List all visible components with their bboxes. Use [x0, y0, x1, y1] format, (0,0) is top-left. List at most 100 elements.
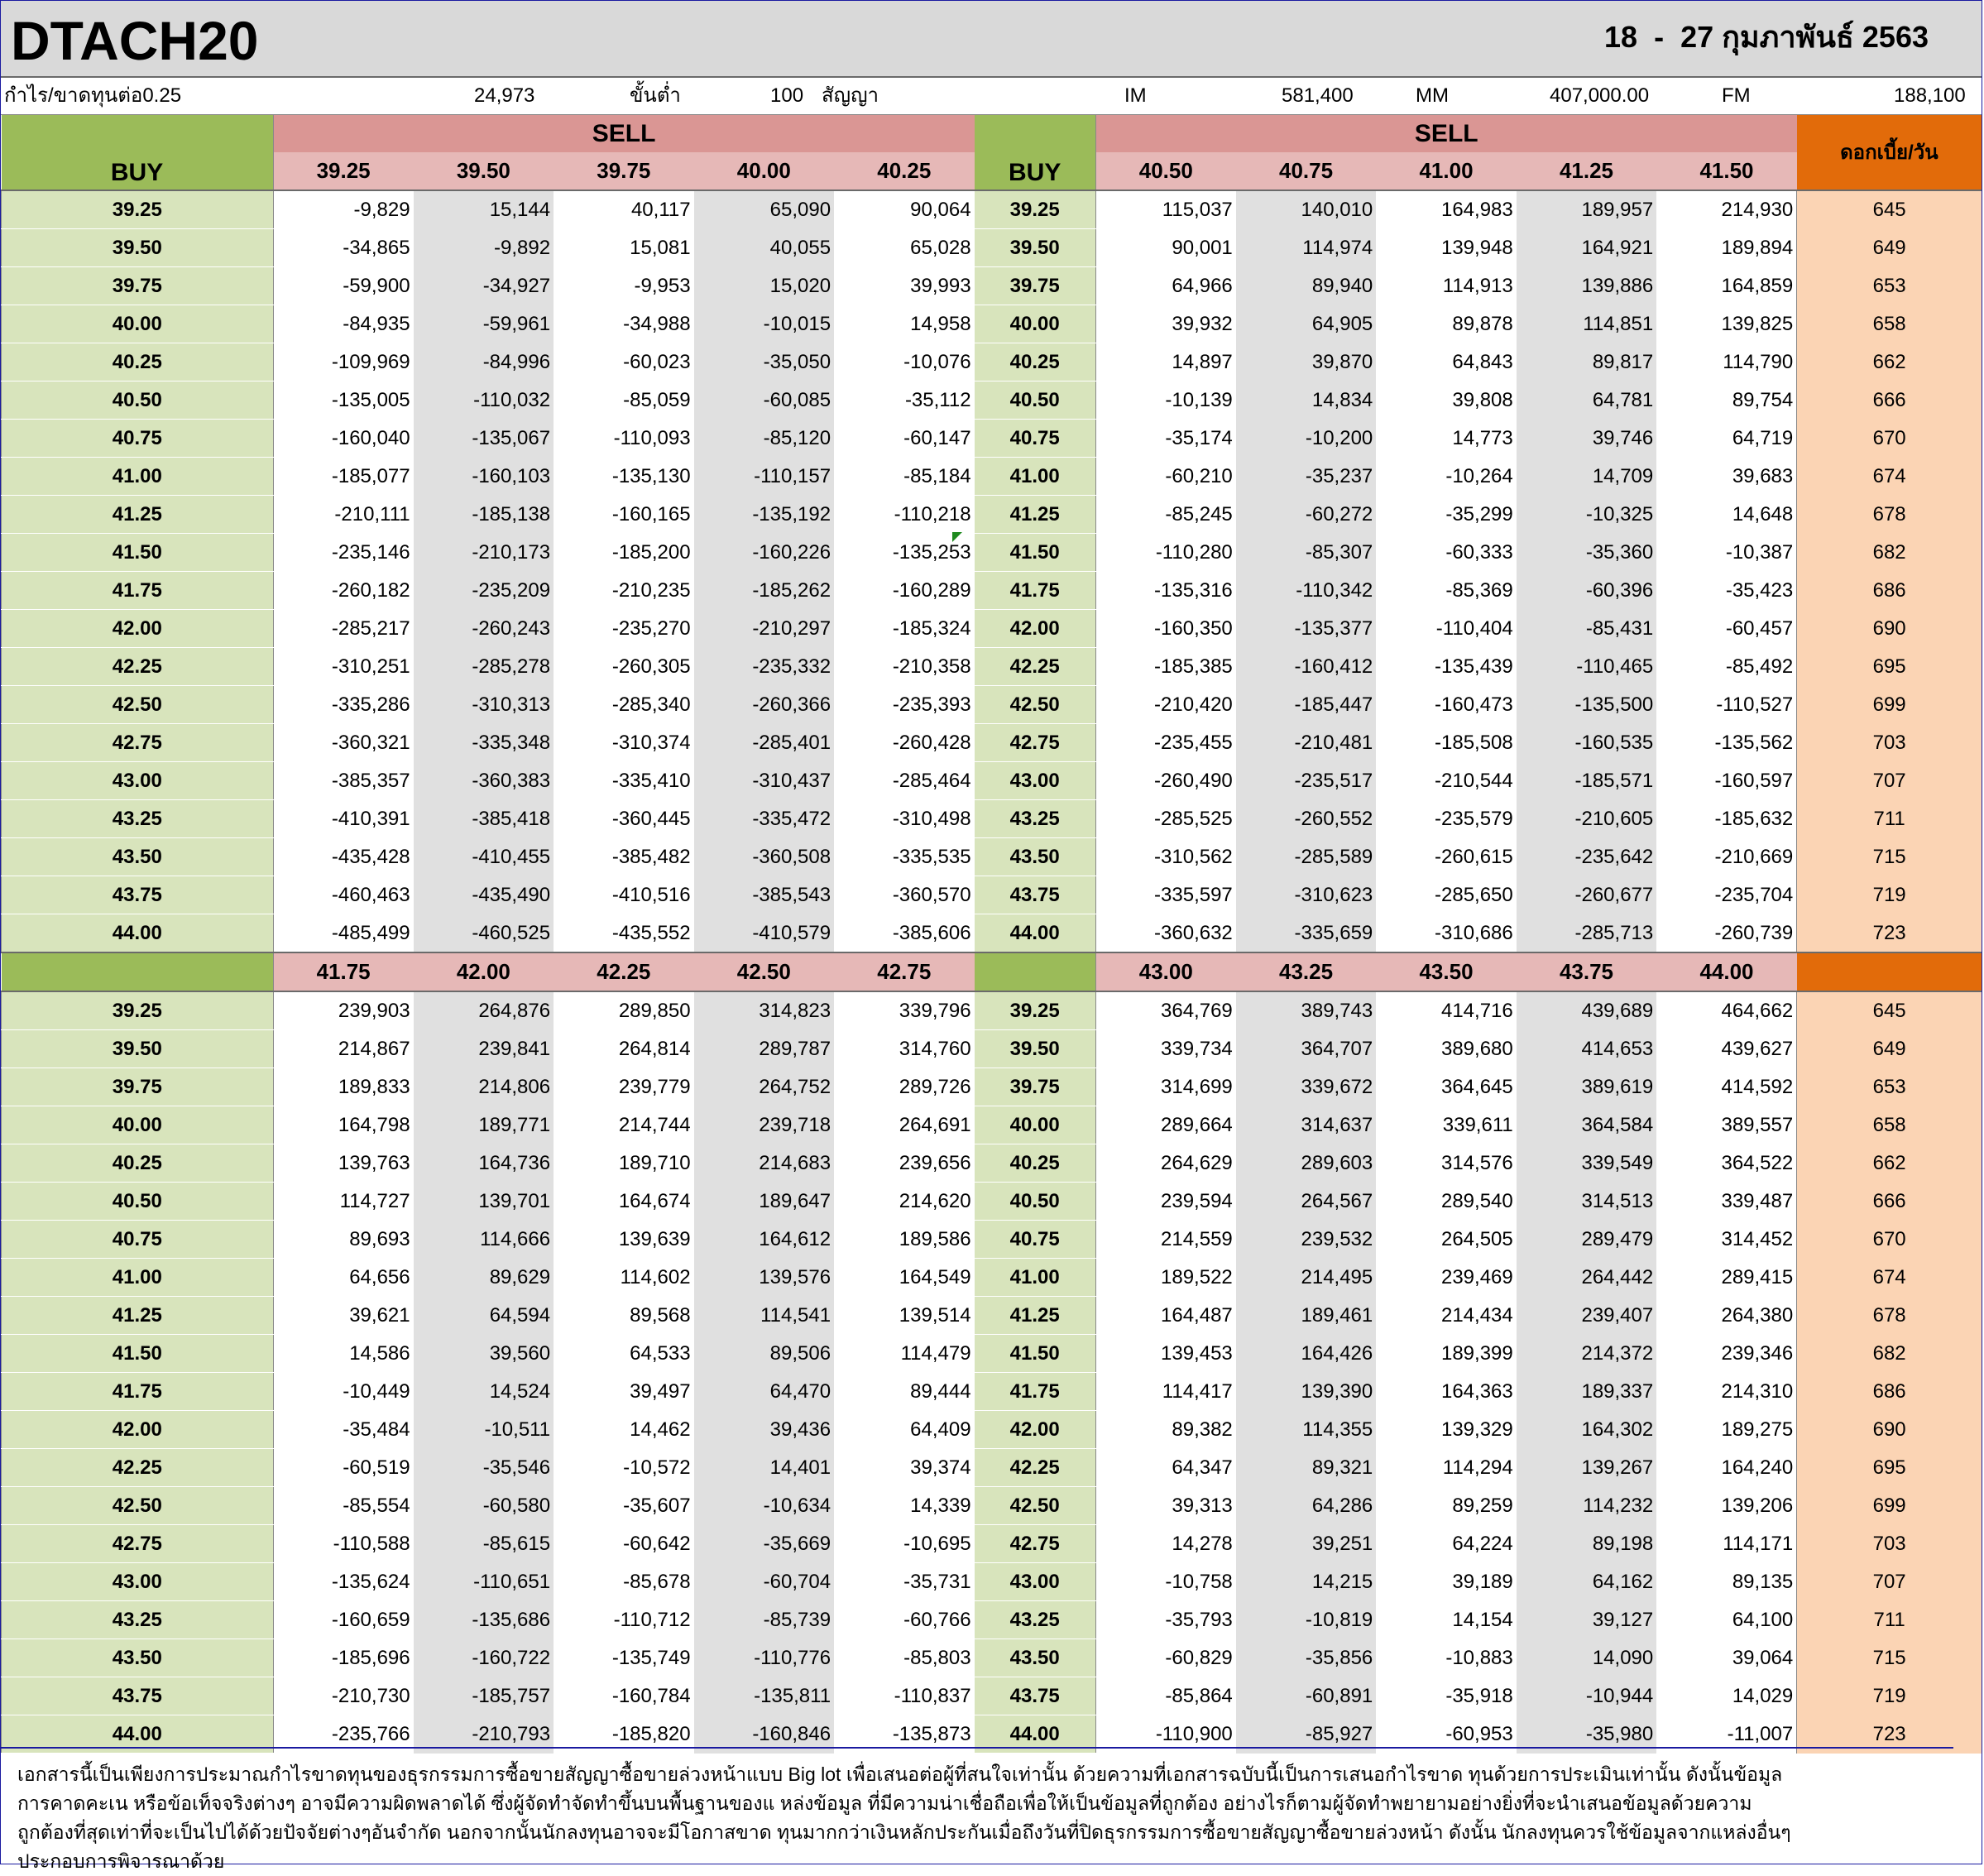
pl-cell: 64,781: [1516, 381, 1657, 420]
buy-price-cell: 41.00: [1, 1258, 274, 1297]
pl-cell: -110,032: [413, 381, 554, 420]
pl-cell: -235,766: [273, 1715, 414, 1754]
buy-price-cell: 42.50: [974, 1486, 1096, 1525]
pl-cell: -85,864: [1095, 1677, 1236, 1715]
buy-price-cell: 40.25: [974, 343, 1096, 381]
pl-cell: 214,744: [554, 1106, 694, 1144]
sell-price-header: 40.75: [1235, 152, 1377, 190]
pl-cell: 214,559: [1095, 1220, 1236, 1259]
pl-cell: 214,495: [1235, 1258, 1377, 1297]
title-bar: DTACH20 18 - 27 กุมภาพันธ์ 2563: [1, 1, 1982, 78]
pl-cell: 89,817: [1516, 343, 1657, 381]
pl-cell: 64,470: [693, 1372, 835, 1411]
contract-params: กำไร/ขาดทุนต่อ0.25 24,973 ขั้นต่ำ 100 สั…: [1, 78, 1982, 115]
buy-price-cell: 43.75: [1, 1677, 274, 1715]
pl-cell: -110,776: [693, 1639, 835, 1677]
pl-cell: 39,560: [413, 1334, 554, 1373]
buy-price-cell: 43.25: [1, 1600, 274, 1639]
pl-cell: -160,473: [1376, 685, 1517, 724]
table-row: 42.00 -285,217 -260,243 -235,270 -210,297 -18…: [1, 609, 1982, 648]
table-row: 40.25 139,763 164,736 189,710 214,683 239,656…: [1, 1144, 1982, 1183]
sell-price-header: 42.75: [834, 952, 975, 991]
header-row-strikes: 39.25 39.50 39.75 40.00 40.25 40.50 40.75 41.00…: [2, 152, 1982, 190]
pl-cell: 14,278: [1095, 1524, 1236, 1563]
pl-cell: 64,162: [1516, 1562, 1657, 1601]
pl-cell: -210,358: [834, 647, 975, 686]
pl-cell: -85,369: [1376, 571, 1517, 610]
pl-cell: 14,154: [1376, 1600, 1517, 1639]
pl-cell: 389,680: [1376, 1029, 1517, 1068]
pl-cell: -160,226: [693, 533, 835, 572]
buy-price-cell: 43.50: [974, 837, 1096, 876]
buy-price-cell: 39.25: [1, 190, 274, 229]
buy-price-cell: 43.00: [974, 761, 1096, 800]
pl-cell: -110,712: [554, 1600, 694, 1639]
buy-price-cell: 39.75: [1, 1068, 274, 1106]
table-row: 40.75 -160,040 -135,067 -110,093 -85,120 -60,…: [1, 419, 1982, 458]
table-row: 43.75 -460,463 -435,490 -410,516 -385,543 -36…: [1, 876, 1982, 914]
buy-price-cell: 41.75: [974, 571, 1096, 610]
pl-cell: -60,023: [554, 343, 694, 381]
buy-price-cell: 42.75: [1, 723, 274, 762]
pl-cell: 239,346: [1656, 1334, 1797, 1373]
pl-cell: 39,870: [1235, 343, 1377, 381]
sell-price-header: 43.25: [1235, 952, 1377, 991]
pl-cell: 164,549: [834, 1258, 975, 1297]
pl-cell: 65,028: [834, 228, 975, 267]
pl-cell: 414,592: [1656, 1068, 1797, 1106]
interest-cell: 674: [1796, 457, 1982, 496]
pl-cell: 90,001: [1095, 228, 1236, 267]
pl-cell: 39,251: [1235, 1524, 1377, 1563]
pl-cell: -410,391: [273, 799, 414, 838]
pl-cell: 339,672: [1235, 1068, 1377, 1106]
pl-cell: 64,224: [1376, 1524, 1517, 1563]
pl-cell: -210,235: [554, 571, 694, 610]
pl-cell: 264,629: [1095, 1144, 1236, 1183]
interest-cell: 645: [1796, 991, 1982, 1030]
buy-price-cell: 41.25: [974, 1296, 1096, 1335]
buy-price-cell: 42.00: [1, 609, 274, 648]
interest-cell: 645: [1796, 190, 1982, 229]
pl-cell: 239,594: [1095, 1182, 1236, 1221]
pl-cell: 39,189: [1376, 1562, 1517, 1601]
interest-cell: 695: [1796, 647, 1982, 686]
buy-header-blank: [1, 952, 274, 991]
table-row: 43.25 -160,659 -135,686 -110,712 -85,739 -60,…: [1, 1600, 1982, 1639]
table-row: 40.25 -109,969 -84,996 -60,023 -35,050 -10,07…: [1, 343, 1982, 381]
pl-cell: -310,686: [1376, 914, 1517, 952]
pl-cell: 14,586: [273, 1334, 414, 1373]
pl-cell: 89,629: [413, 1258, 554, 1297]
pl-cell: -10,572: [554, 1448, 694, 1487]
pl-cell: -310,374: [554, 723, 694, 762]
sell-price-header: 43.00: [1095, 952, 1236, 991]
im-value: 581,400: [1282, 84, 1354, 107]
pl-cell: 139,886: [1516, 266, 1657, 305]
buy-price-cell: 43.75: [1, 876, 274, 914]
pl-cell: -185,385: [1095, 647, 1236, 686]
pl-cell: -35,484: [273, 1410, 414, 1449]
pl-cell: -60,766: [834, 1600, 975, 1639]
pl-cell: 139,701: [413, 1182, 554, 1221]
sell-price-header: 40.00: [693, 152, 835, 190]
pl-cell: -185,508: [1376, 723, 1517, 762]
buy-price-cell: 41.25: [1, 495, 274, 534]
pl-cell: 114,232: [1516, 1486, 1657, 1525]
pl-cell: -335,348: [413, 723, 554, 762]
table-row: 43.50 -435,428 -410,455 -385,482 -360,508 -33…: [1, 837, 1982, 876]
pl-cell: -410,516: [554, 876, 694, 914]
pl-cell: 164,363: [1376, 1372, 1517, 1411]
buy-price-cell: 42.25: [1, 647, 274, 686]
sell-price-header: 41.75: [273, 952, 414, 991]
buy-price-cell: 41.00: [1, 457, 274, 496]
buy-price-cell: 42.50: [1, 1486, 274, 1525]
pl-cell: -10,076: [834, 343, 975, 381]
pl-cell: 164,983: [1376, 190, 1517, 229]
pl-cell: -10,695: [834, 1524, 975, 1563]
pl-cell: 314,637: [1235, 1106, 1377, 1144]
pl-cell: 15,020: [693, 266, 835, 305]
pl-cell: 114,171: [1656, 1524, 1797, 1563]
pl-cell: 40,055: [693, 228, 835, 267]
pl-cell: 64,905: [1235, 305, 1377, 343]
buy-price-cell: 39.75: [974, 266, 1096, 305]
pl-cell: 314,760: [834, 1029, 975, 1068]
